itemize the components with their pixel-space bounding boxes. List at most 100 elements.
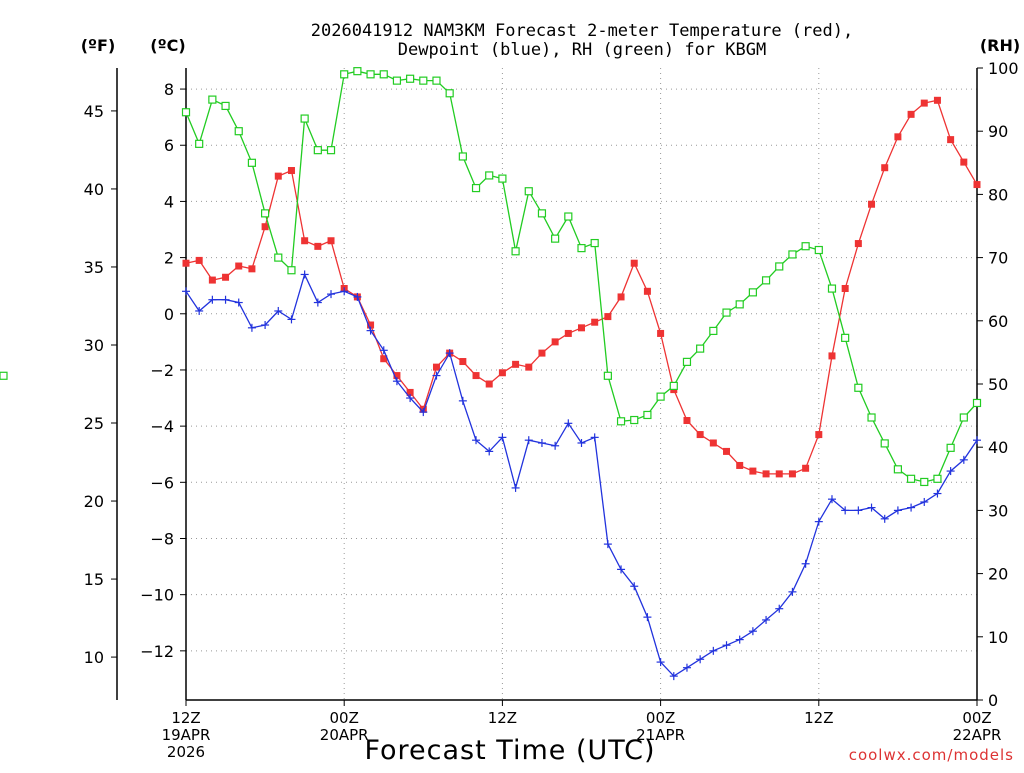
rh-point — [564, 212, 573, 221]
fahrenheit-tick-label: 30 — [84, 336, 104, 355]
temperature-point — [736, 461, 744, 469]
rh-point — [867, 413, 876, 422]
temperature-point — [432, 363, 440, 371]
celsius-tick-label: 6 — [164, 136, 174, 155]
dewpoint-point — [867, 503, 876, 512]
rh-point — [432, 76, 441, 85]
dewpoint-point — [221, 295, 230, 304]
dewpoint-point — [933, 489, 942, 498]
celsius-tick-label: −4 — [150, 417, 174, 436]
dewpoint-point — [498, 433, 507, 442]
temperature-point — [788, 470, 796, 478]
temperature-point — [907, 110, 915, 118]
rh-point — [524, 187, 533, 196]
dewpoint-point — [762, 615, 771, 624]
temperature-point — [683, 417, 691, 425]
rh-tick-label: 0 — [988, 691, 998, 710]
dewpoint-point — [709, 646, 718, 655]
dewpoint-point — [973, 436, 981, 445]
temperature-point — [657, 329, 665, 337]
temperature-point — [287, 167, 295, 175]
temperature-point — [195, 256, 203, 264]
celsius-tick-label: −6 — [150, 473, 174, 492]
dewpoint-point — [735, 635, 744, 644]
fahrenheit-tick-label: 20 — [84, 492, 104, 511]
rh-point — [761, 276, 771, 285]
dewpoint-point — [287, 315, 296, 324]
rh-point — [0, 371, 8, 380]
rh-point — [247, 158, 257, 167]
dewpoint-point — [722, 641, 731, 650]
temperature-point — [367, 321, 375, 329]
dewpoint-point — [195, 306, 204, 315]
rh-point — [933, 474, 942, 483]
rh-point — [419, 76, 428, 85]
rh-point — [893, 465, 903, 474]
rh-tick-label: 50 — [988, 375, 1008, 394]
rh-point — [748, 288, 757, 297]
rh-point — [841, 333, 850, 342]
rh-tick-label: 30 — [988, 501, 1008, 520]
dewpoint-point — [669, 672, 678, 681]
temperature-point — [973, 181, 981, 189]
temperature-point — [643, 287, 651, 295]
rh-point — [616, 417, 626, 426]
x-axis-title: Forecast Time (UTC) — [364, 735, 655, 766]
time-tick-label: 19APR — [162, 726, 211, 744]
dewpoint-point — [432, 371, 441, 380]
dewpoint-point — [419, 408, 428, 417]
rh-point — [946, 443, 955, 452]
temperature-point — [841, 284, 849, 292]
rh-point — [511, 247, 520, 256]
temperature-point — [182, 259, 190, 267]
time-tick-label: 21APR — [636, 726, 685, 744]
rh-point — [300, 114, 309, 123]
time-tick-label: 12Z — [488, 709, 517, 727]
temperature-point — [222, 273, 230, 281]
rh-point — [630, 415, 639, 425]
dewpoint-point — [920, 497, 929, 506]
temperature-point — [564, 329, 572, 337]
grid-lines — [186, 68, 977, 700]
tick-labels: 86420−2−4−6−8−10−12454035302520151010090… — [84, 59, 1019, 761]
rh-point — [959, 413, 968, 422]
rh-point — [406, 74, 415, 83]
time-tick-label: 12Z — [171, 709, 200, 727]
celsius-tick-label: 8 — [164, 80, 174, 99]
rh-point — [181, 108, 191, 117]
dewpoint-point — [353, 292, 362, 301]
temperature-point — [261, 223, 269, 231]
temperature-point — [775, 470, 783, 478]
rh-point — [801, 242, 810, 251]
temperature-point — [274, 172, 282, 180]
temperature-point — [762, 470, 770, 478]
temperature-point — [604, 313, 612, 321]
dewpoint-point — [313, 298, 322, 307]
dewpoint-point — [841, 506, 850, 515]
fahrenheit-tick-label: 40 — [84, 180, 104, 199]
rh-point — [261, 209, 270, 218]
rh-point — [379, 70, 388, 79]
dewpoint-point — [340, 287, 349, 296]
chart-title-line2: Dewpoint (blue), RH (green) for KBGM — [398, 40, 766, 60]
rh-point — [880, 439, 889, 448]
temperature-point — [723, 447, 731, 455]
rh-tick-label: 70 — [988, 249, 1008, 268]
fahrenheit-tick-label: 45 — [84, 102, 104, 121]
rh-point — [234, 127, 243, 136]
time-tick-label: 22APR — [953, 726, 1002, 744]
dewpoint-point — [366, 326, 375, 335]
temperature-point — [617, 293, 625, 301]
celsius-tick-label: 2 — [164, 249, 174, 268]
dewpoint-point — [617, 565, 626, 574]
rh-point — [340, 70, 349, 79]
rh-point — [208, 95, 217, 104]
rh-point — [827, 284, 837, 293]
dewpoint-point — [208, 295, 217, 304]
time-tick-label: 00Z — [330, 709, 359, 727]
rh-point — [603, 371, 612, 380]
dewpoint-point — [485, 447, 494, 456]
rh-point — [854, 383, 863, 392]
temperature-point — [854, 240, 862, 248]
rh-point — [788, 250, 797, 259]
